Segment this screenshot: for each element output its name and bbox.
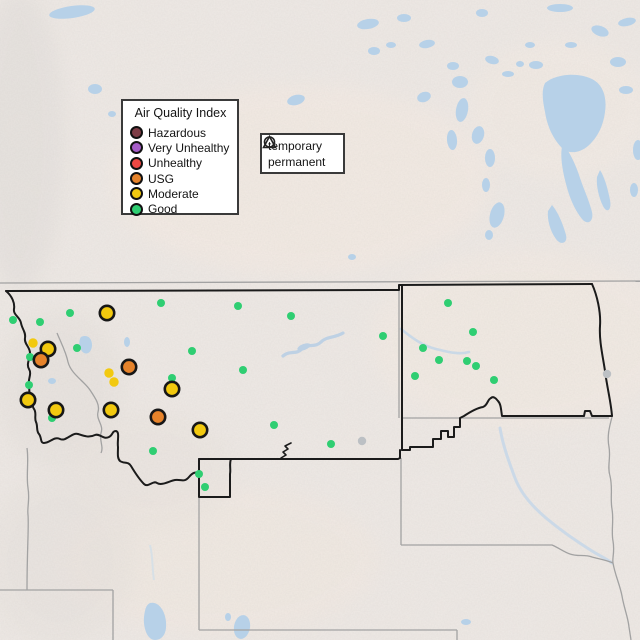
monitor-marker[interactable] — [270, 421, 278, 429]
lakes-layer — [48, 4, 640, 640]
legend-item-label: Unhealthy — [148, 156, 203, 171]
hazardous-swatch-icon — [130, 126, 143, 140]
monitors-layer — [9, 299, 612, 491]
legend-item-label: Good — [148, 202, 178, 217]
monitor-marker[interactable] — [120, 358, 138, 376]
good-swatch-icon — [130, 202, 143, 216]
monitor-marker[interactable] — [102, 401, 120, 419]
monitor-marker[interactable] — [9, 316, 17, 324]
monitor-marker[interactable] — [149, 447, 157, 455]
monitor-marker[interactable] — [98, 304, 116, 322]
monitor-marker[interactable] — [104, 368, 114, 378]
monitor-marker[interactable] — [234, 302, 242, 310]
monitor-marker[interactable] — [28, 338, 38, 348]
legend-item-permanent: permanent — [262, 135, 339, 170]
monitor-marker[interactable] — [157, 299, 165, 307]
monitor-marker[interactable] — [191, 421, 209, 439]
very-unhealthy-swatch-icon — [130, 141, 143, 155]
moderate-swatch-icon — [130, 187, 143, 201]
monitor-marker[interactable] — [411, 372, 419, 380]
legend-item-unhealthy: Unhealthy — [130, 156, 231, 171]
monitor-marker[interactable] — [201, 483, 209, 491]
aqi-legend: Air Quality Index Hazardous Very Unhealt… — [121, 99, 239, 216]
monitor-marker[interactable] — [19, 391, 37, 409]
unhealthy-swatch-icon — [130, 156, 143, 170]
monitor-marker[interactable] — [490, 376, 498, 384]
monitor-type-legend: temporary permanent — [260, 133, 345, 174]
legend-item-usg: USG — [130, 171, 231, 186]
legend-item-label: Hazardous — [148, 125, 207, 140]
monitor-marker[interactable] — [47, 401, 65, 419]
legend-item-good: Good — [130, 201, 231, 216]
monitor-marker[interactable] — [419, 344, 427, 352]
legend-item-very-unhealthy: Very Unhealthy — [130, 140, 231, 155]
monitor-marker[interactable] — [66, 309, 74, 317]
region-borders-black — [5, 283, 613, 498]
monitor-marker[interactable] — [469, 328, 477, 336]
monitor-marker[interactable] — [287, 312, 295, 320]
monitor-marker[interactable] — [327, 440, 335, 448]
monitor-marker[interactable] — [435, 356, 443, 364]
monitor-marker[interactable] — [239, 366, 247, 374]
legend-item-label: permanent — [268, 155, 326, 169]
monitor-marker[interactable] — [168, 374, 176, 382]
monitor-marker[interactable] — [379, 332, 387, 340]
legend-item-label: USG — [148, 171, 175, 186]
monitor-marker[interactable] — [602, 369, 612, 379]
legend-item-moderate: Moderate — [130, 186, 231, 201]
monitor-marker[interactable] — [73, 344, 81, 352]
usg-swatch-icon — [130, 172, 143, 186]
monitor-marker[interactable] — [463, 357, 471, 365]
monitor-marker[interactable] — [188, 347, 196, 355]
permanent-triangle-icon — [262, 135, 277, 149]
monitor-marker[interactable] — [163, 380, 181, 398]
legend-item-hazardous: Hazardous — [130, 125, 231, 140]
monitor-marker[interactable] — [357, 436, 367, 446]
legend-item-temporary: temporary — [263, 136, 339, 154]
monitor-marker[interactable] — [444, 299, 452, 307]
legend-item-label: Very Unhealthy — [148, 140, 230, 155]
monitor-marker[interactable] — [25, 381, 33, 389]
legend-item-label: temporary — [268, 139, 323, 153]
monitor-marker[interactable] — [36, 318, 44, 326]
monitor-marker[interactable] — [109, 377, 119, 387]
monitor-marker[interactable] — [195, 470, 203, 478]
monitor-marker[interactable] — [26, 353, 34, 361]
monitor-marker[interactable] — [472, 362, 480, 370]
monitor-marker[interactable] — [149, 408, 167, 426]
legend-item-label: Moderate — [148, 186, 199, 201]
monitor-marker[interactable] — [32, 351, 50, 369]
state-borders-gray — [0, 280, 640, 640]
aqi-legend-title: Air Quality Index — [134, 106, 227, 120]
